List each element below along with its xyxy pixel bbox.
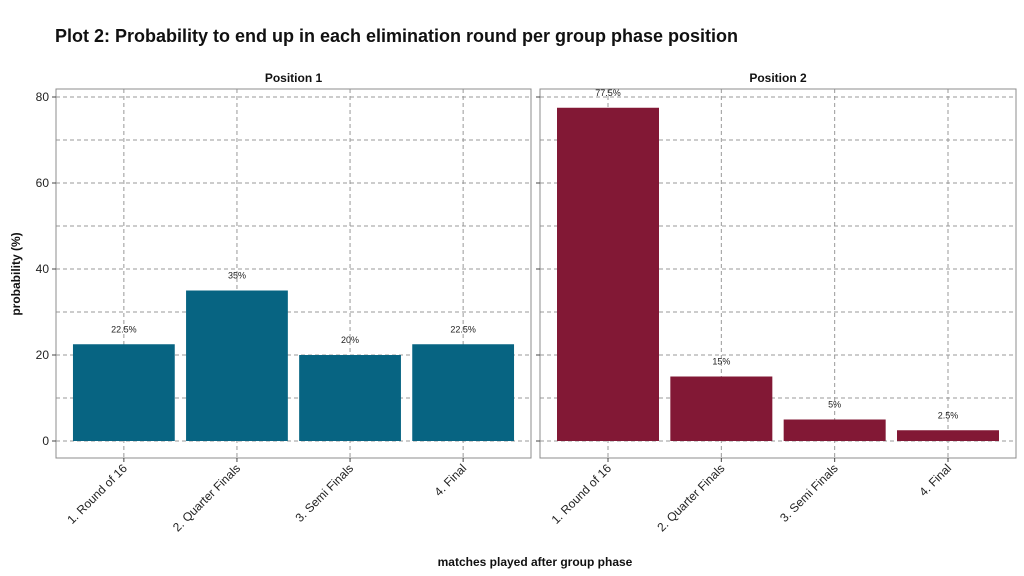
- y-tick-label: 20: [36, 348, 50, 362]
- data-label: 2.5%: [938, 410, 959, 420]
- bar: [557, 107, 659, 441]
- data-label: 15%: [712, 357, 730, 367]
- y-axis-label: probability (%): [9, 232, 23, 315]
- bar: [897, 430, 999, 441]
- data-label: 77.5%: [595, 88, 621, 98]
- facet-panel: Position 2 77.5% 15% 5% 2.5% 1. Round of 16 2.…: [536, 71, 1017, 534]
- y-tick-label: 40: [36, 262, 50, 276]
- x-tick-label: 1. Round of 16: [549, 461, 615, 527]
- bar: [412, 344, 515, 441]
- facet-strip-label: Position 1: [265, 71, 323, 85]
- x-tick-label: 2. Quarter Finals: [170, 461, 243, 534]
- bar: [783, 419, 886, 441]
- y-tick-label: 80: [36, 90, 50, 104]
- bar: [670, 376, 773, 441]
- x-tick-label: 1. Round of 16: [64, 461, 130, 527]
- x-tick-label: 4. Final: [916, 461, 954, 499]
- x-tick-label: 3. Semi Finals: [777, 461, 841, 525]
- bar: [186, 290, 288, 441]
- panel-border: [55, 88, 532, 459]
- facet-panel: Position 1 22.5% 35% 20% 22.5% 0 20 40 60 80 1. Ro…: [36, 71, 532, 534]
- y-tick-label: 60: [36, 176, 50, 190]
- x-axis-label: matches played after group phase: [438, 555, 633, 569]
- data-label: 22.5%: [111, 324, 137, 334]
- bar: [72, 344, 175, 441]
- data-label: 20%: [341, 335, 359, 345]
- y-tick-label: 0: [42, 434, 49, 448]
- data-label: 35%: [228, 271, 246, 281]
- data-label: 5%: [828, 400, 841, 410]
- facet-panels: Position 1 22.5% 35% 20% 22.5% 0 20 40 60 80 1. Ro…: [36, 71, 1017, 534]
- x-tick-label: 4. Final: [432, 461, 470, 499]
- x-tick-label: 3. Semi Finals: [293, 461, 357, 525]
- bar: [299, 355, 401, 441]
- panel-border: [539, 88, 1017, 459]
- data-label: 22.5%: [450, 324, 476, 334]
- chart-title: Plot 2: Probability to end up in each el…: [55, 26, 738, 46]
- facet-strip-label: Position 2: [749, 71, 807, 85]
- x-tick-label: 2. Quarter Finals: [654, 461, 727, 534]
